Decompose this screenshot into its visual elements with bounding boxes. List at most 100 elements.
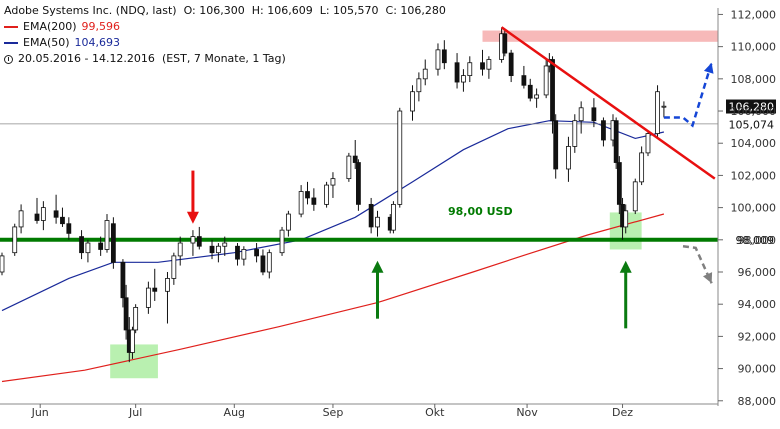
candle-body xyxy=(521,75,527,86)
candle xyxy=(241,246,247,266)
candle xyxy=(60,207,65,227)
month-label: Jul xyxy=(128,406,142,419)
candle xyxy=(133,304,139,334)
last-price-tag: 106,280 xyxy=(726,99,776,114)
candle-body xyxy=(279,229,285,254)
price-tick-label: 92,000 xyxy=(738,330,777,343)
candle xyxy=(145,281,151,314)
candle xyxy=(368,197,374,234)
candle-body xyxy=(623,210,629,228)
candle-body xyxy=(416,78,422,93)
candle-body xyxy=(550,59,555,122)
candle xyxy=(591,98,597,128)
candle xyxy=(311,188,317,211)
candle xyxy=(152,268,158,301)
support-price-tag-bg xyxy=(726,232,776,247)
candle-body xyxy=(572,120,578,147)
candle-body xyxy=(215,245,221,254)
candle-body xyxy=(330,178,336,186)
candle xyxy=(279,226,285,256)
price-tick-label: 90,000 xyxy=(738,363,777,376)
ema50-value: 104,693 xyxy=(74,36,121,49)
candle xyxy=(375,210,380,237)
price-tick-label: 104,000 xyxy=(731,137,777,150)
price-tick-label: 94,000 xyxy=(738,298,777,311)
candle xyxy=(655,85,660,137)
candle xyxy=(521,65,527,89)
candle xyxy=(18,204,24,234)
candle-body xyxy=(18,210,24,228)
month-label: Sep xyxy=(323,406,344,419)
candle xyxy=(34,197,40,224)
candle-body xyxy=(260,255,266,273)
candle xyxy=(566,136,571,182)
support-annotation: 98,00 USD xyxy=(448,205,513,218)
price-tick-label: 108,000 xyxy=(731,73,777,86)
legend-ema200-row: EMA(200) 99,596 xyxy=(4,19,446,35)
open-value: O: 106,300 xyxy=(183,4,245,17)
candle xyxy=(79,230,84,260)
candle xyxy=(165,272,170,324)
candle-body xyxy=(110,223,116,263)
candle xyxy=(397,107,403,208)
last-price-tag-text: 106,280 xyxy=(729,101,775,114)
candle xyxy=(391,201,396,234)
projection-up-line xyxy=(663,62,713,128)
ema50-line xyxy=(1,120,665,312)
candle xyxy=(171,252,177,285)
candle-body xyxy=(613,120,619,163)
candle-body xyxy=(152,287,158,292)
candle-body xyxy=(502,33,508,54)
price-tick-label: 102,000 xyxy=(731,169,777,182)
candle xyxy=(110,217,116,269)
candle-body xyxy=(508,52,514,77)
candle-body xyxy=(79,236,84,254)
month-label: Okt xyxy=(425,406,445,419)
close-value: C: 106,280 xyxy=(385,4,446,17)
candle-body xyxy=(66,223,72,234)
legend-range-row: 20.05.2016 - 14.12.2016 (EST, 7 Monate, … xyxy=(4,51,446,67)
candle xyxy=(486,56,492,79)
candle xyxy=(104,214,110,253)
candle xyxy=(534,88,540,108)
arrow-head-icon xyxy=(186,211,199,224)
candle-body xyxy=(566,146,571,170)
support-price-tag-text: 98,009 xyxy=(736,234,775,247)
ema50-price-tag-text: 105,074 xyxy=(729,119,775,132)
candle-body xyxy=(578,107,584,122)
legend-ema50-row: EMA(50) 104,693 xyxy=(4,35,446,51)
candle-body xyxy=(266,252,272,273)
high-value: H: 106,609 xyxy=(251,4,313,17)
candle-body xyxy=(209,245,215,254)
candle xyxy=(601,117,606,147)
candle-body xyxy=(553,120,559,170)
candle xyxy=(480,49,485,76)
candle-body xyxy=(145,287,151,308)
candle-body xyxy=(480,62,485,70)
candle xyxy=(502,30,508,57)
legend-ohlc-row: Adobe Systems Inc. (NDQ, last) O: 106,30… xyxy=(4,3,446,19)
candle-body xyxy=(254,249,259,257)
candle xyxy=(177,236,183,266)
price-tick-label: 112,000 xyxy=(731,8,777,21)
candle xyxy=(461,69,466,92)
candle-body xyxy=(356,162,361,205)
chart-legend: Adobe Systems Inc. (NDQ, last) O: 106,30… xyxy=(4,3,446,67)
candle-body xyxy=(196,236,202,247)
candle-body xyxy=(12,226,18,254)
ema200-swatch xyxy=(4,26,18,28)
candle xyxy=(613,117,619,169)
candle xyxy=(0,252,5,276)
candle xyxy=(222,236,228,256)
candle xyxy=(209,239,215,260)
price-tick-label: 98,000 xyxy=(738,234,777,247)
candle xyxy=(196,226,202,250)
candle-body xyxy=(222,242,228,247)
candle xyxy=(661,101,667,118)
candle xyxy=(85,239,91,263)
support-price-tag: 98,009 xyxy=(726,232,776,247)
month-label: Nov xyxy=(516,406,538,419)
candle xyxy=(285,210,291,237)
candle xyxy=(66,217,72,240)
candle-body xyxy=(0,255,5,273)
